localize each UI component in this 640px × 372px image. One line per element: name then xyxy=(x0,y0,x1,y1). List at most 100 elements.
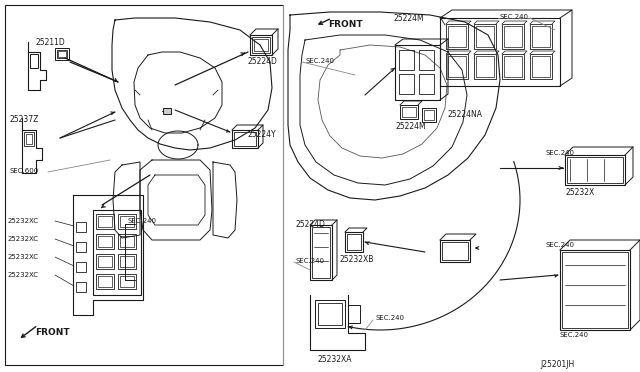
Bar xyxy=(476,56,494,77)
Text: 25211D: 25211D xyxy=(35,38,65,47)
Bar xyxy=(532,26,550,47)
Bar xyxy=(98,276,112,287)
Bar xyxy=(532,56,550,77)
Bar xyxy=(347,234,361,250)
Text: SEC.240: SEC.240 xyxy=(560,332,589,338)
Bar xyxy=(422,108,436,122)
Bar xyxy=(560,250,630,330)
Text: 25224Y: 25224Y xyxy=(248,130,276,139)
Bar xyxy=(120,276,134,287)
Bar xyxy=(96,254,114,269)
Text: 25232XC: 25232XC xyxy=(8,272,39,278)
Bar xyxy=(562,252,628,328)
Bar xyxy=(26,134,32,144)
Bar xyxy=(96,214,114,229)
Bar xyxy=(24,132,34,146)
Text: 25224M: 25224M xyxy=(396,122,427,131)
Text: 25224D: 25224D xyxy=(295,220,325,229)
Bar xyxy=(315,300,345,328)
Text: SEC.240: SEC.240 xyxy=(545,242,574,248)
Bar xyxy=(446,54,468,79)
Text: 25232XC: 25232XC xyxy=(8,236,39,242)
Bar xyxy=(476,26,494,47)
Bar xyxy=(118,214,136,229)
Bar xyxy=(424,110,434,120)
Bar xyxy=(232,130,258,148)
Bar xyxy=(120,236,134,247)
Text: 25224NA: 25224NA xyxy=(448,110,483,119)
Bar xyxy=(474,54,496,79)
Bar xyxy=(76,222,86,232)
Bar xyxy=(440,240,470,262)
Bar xyxy=(310,225,332,280)
Text: SEC.240: SEC.240 xyxy=(500,14,529,20)
Bar xyxy=(120,256,134,267)
Text: 25224M: 25224M xyxy=(393,14,424,23)
Bar xyxy=(98,216,112,227)
Bar xyxy=(163,108,171,114)
Bar xyxy=(96,274,114,289)
Bar xyxy=(96,234,114,249)
Bar xyxy=(395,45,440,100)
Text: SEC.240: SEC.240 xyxy=(545,150,574,156)
Bar xyxy=(76,262,86,272)
Bar xyxy=(402,107,416,117)
Bar xyxy=(565,155,625,185)
Bar xyxy=(93,210,141,295)
Text: 25224D: 25224D xyxy=(248,57,278,66)
Text: SEC.240: SEC.240 xyxy=(375,315,404,321)
Bar xyxy=(504,26,522,47)
Text: 25232XC: 25232XC xyxy=(8,254,39,260)
Text: SEC.240: SEC.240 xyxy=(296,258,325,264)
Bar xyxy=(400,105,418,119)
Text: 25232X: 25232X xyxy=(565,188,595,197)
Bar xyxy=(440,18,560,86)
Bar xyxy=(318,303,342,325)
Bar xyxy=(504,56,522,77)
Text: FRONT: FRONT xyxy=(35,328,70,337)
Bar xyxy=(530,24,552,49)
Bar xyxy=(446,24,468,49)
Bar xyxy=(530,54,552,79)
Bar xyxy=(250,35,272,55)
Bar xyxy=(448,26,466,47)
Bar xyxy=(55,48,69,60)
Text: FRONT: FRONT xyxy=(328,20,363,29)
Text: SEC.240: SEC.240 xyxy=(128,218,157,224)
Bar xyxy=(234,132,256,146)
Text: 25232XC: 25232XC xyxy=(8,218,39,224)
Bar xyxy=(118,234,136,249)
Text: SEC.240: SEC.240 xyxy=(305,58,334,64)
Bar xyxy=(58,51,66,57)
Bar xyxy=(348,305,360,323)
Text: 25232XB: 25232XB xyxy=(340,255,374,264)
Bar xyxy=(118,254,136,269)
Bar xyxy=(419,50,434,70)
Bar xyxy=(419,74,434,94)
Text: J25201JH: J25201JH xyxy=(540,360,574,369)
Bar xyxy=(120,216,134,227)
Bar xyxy=(399,50,414,70)
Bar xyxy=(118,274,136,289)
Bar xyxy=(312,227,330,278)
Bar xyxy=(474,24,496,49)
Bar xyxy=(345,232,363,252)
Bar xyxy=(5,5,283,365)
Bar xyxy=(567,157,623,183)
Bar xyxy=(399,74,414,94)
Bar xyxy=(502,54,524,79)
Bar xyxy=(502,24,524,49)
Bar xyxy=(30,54,38,68)
Bar xyxy=(254,39,268,51)
Bar xyxy=(448,56,466,77)
Bar xyxy=(57,50,67,58)
Bar xyxy=(98,256,112,267)
Bar xyxy=(98,236,112,247)
Bar xyxy=(442,242,468,260)
Bar xyxy=(76,282,86,292)
Text: SEC.600: SEC.600 xyxy=(10,168,39,174)
Text: 25232XA: 25232XA xyxy=(318,355,353,364)
Bar xyxy=(76,242,86,252)
Bar xyxy=(252,37,270,53)
Text: 25237Z: 25237Z xyxy=(10,115,40,124)
